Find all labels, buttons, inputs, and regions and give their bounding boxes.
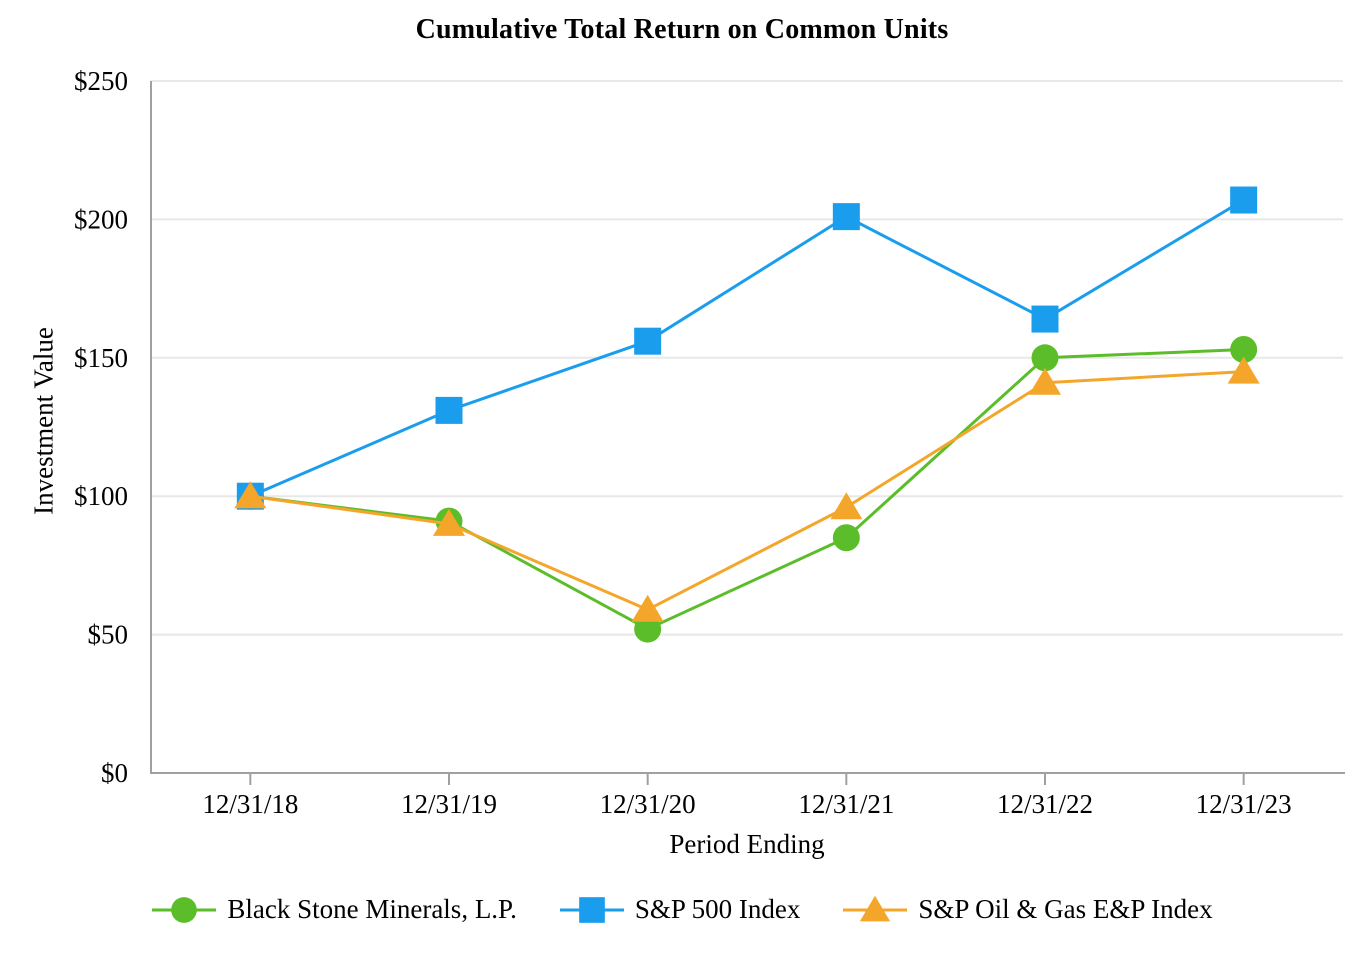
triangle-icon xyxy=(860,895,891,922)
y-tick-label: $150 xyxy=(74,343,128,373)
y-tick-label: $100 xyxy=(74,481,128,511)
legend-swatch xyxy=(152,897,217,923)
square-icon xyxy=(579,897,605,923)
series-line xyxy=(248,198,1246,498)
x-axis-title: Period Ending xyxy=(669,829,825,859)
triangle-marker xyxy=(830,492,863,520)
circle-icon xyxy=(171,897,198,923)
triangle-marker xyxy=(1029,367,1061,395)
triangle-marker xyxy=(1227,356,1260,384)
x-tick-label: 12/31/23 xyxy=(1196,789,1292,819)
circle-marker xyxy=(1230,335,1258,363)
square-marker xyxy=(1031,305,1059,333)
x-tick-label: 12/31/19 xyxy=(401,789,497,819)
legend-item: S&P 500 Index xyxy=(559,891,801,927)
x-tick-label: 12/31/20 xyxy=(600,789,696,819)
y-tick-label: $0 xyxy=(101,758,128,788)
triangle-marker xyxy=(631,594,664,622)
legend-swatch xyxy=(843,895,908,922)
square-marker xyxy=(634,327,662,355)
square-marker xyxy=(1230,186,1258,214)
circle-marker xyxy=(832,524,860,552)
x-tick-label: 12/31/22 xyxy=(997,789,1093,819)
circle-marker xyxy=(1031,344,1059,372)
x-tick-label: 12/31/21 xyxy=(798,789,894,819)
legend-label: Black Stone Minerals, L.P. xyxy=(227,893,517,924)
series-line xyxy=(248,347,1246,631)
triangle-marker xyxy=(433,508,465,536)
legend: Black Stone Minerals, L.P. S&P 500 Index S… xyxy=(0,891,1364,927)
square-marker xyxy=(832,203,860,231)
legend-label: S&P 500 Index xyxy=(634,893,801,924)
y-tick-label: $250 xyxy=(74,66,128,96)
x-tick-label: 12/31/18 xyxy=(202,789,298,819)
triangle-marker xyxy=(234,481,267,509)
square-marker xyxy=(435,396,463,424)
legend-label: S&P Oil & Gas E&P Index xyxy=(918,893,1213,924)
legend-item: Black Stone Minerals, L.P. xyxy=(151,891,517,927)
y-tick-label: $50 xyxy=(88,620,129,650)
y-tick-label: $200 xyxy=(74,204,128,234)
chart-title: Cumulative Total Return on Common Units xyxy=(415,14,949,45)
series-line xyxy=(248,370,1246,612)
legend-swatch xyxy=(559,897,624,923)
legend-item: S&P Oil & Gas E&P Index xyxy=(842,891,1213,927)
circle-marker xyxy=(634,615,662,643)
